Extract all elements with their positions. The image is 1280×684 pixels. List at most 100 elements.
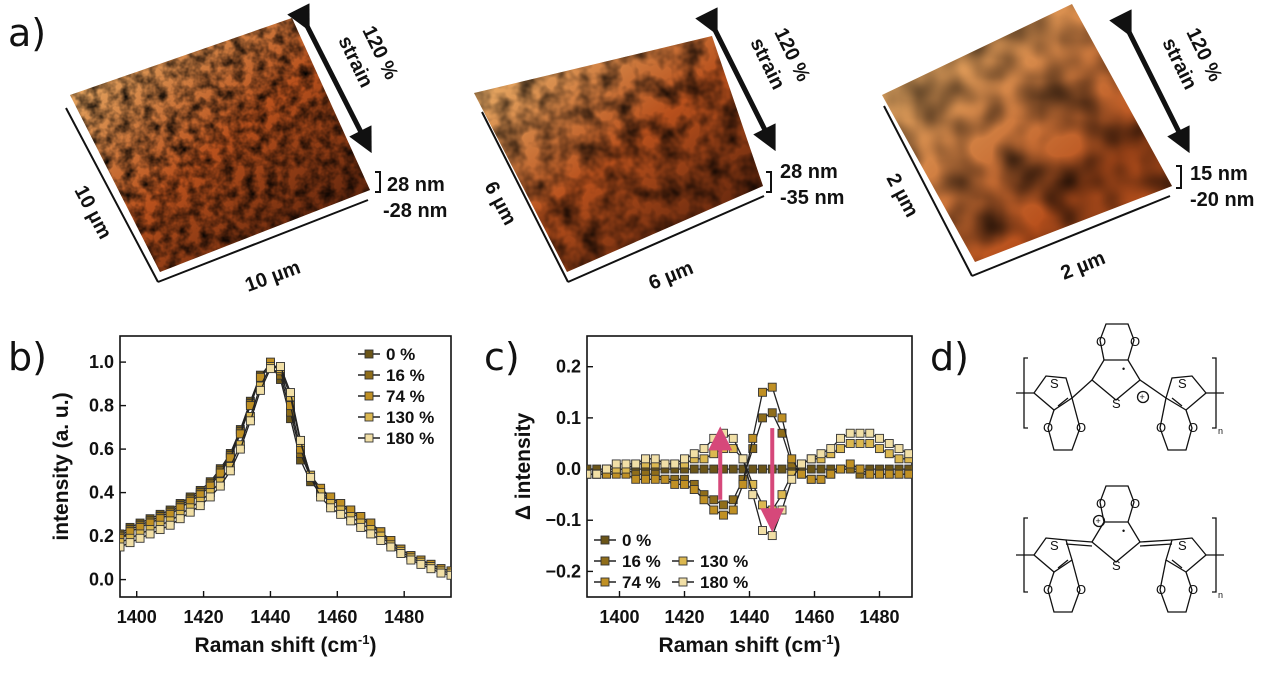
- panel-label-d: d): [930, 335, 969, 379]
- dioxane-left-bottom: [1047, 559, 1081, 613]
- data-point: [845, 459, 855, 469]
- afm-x-axis-1: [157, 199, 369, 283]
- data-point: [709, 505, 719, 515]
- data-point: [777, 505, 787, 515]
- thiophene-left-bottom: [1033, 537, 1073, 573]
- link-left-top: [1071, 379, 1093, 399]
- data-point: [865, 428, 875, 438]
- data-point: [836, 444, 845, 454]
- y-tick-label: 0.6: [89, 439, 114, 459]
- data-point: [904, 469, 912, 479]
- data-point: [826, 444, 836, 454]
- chem-structure-aromatic: [1016, 323, 1224, 451]
- legend-marker: [678, 556, 688, 566]
- data-point: [175, 514, 185, 524]
- data-point: [709, 495, 719, 505]
- y-axis-label: intensity (a. u.): [50, 392, 73, 540]
- z-min-3: -20 nm: [1190, 189, 1254, 211]
- dioxane-center-top: [1099, 323, 1135, 361]
- s-label-top-1: S: [1050, 376, 1059, 391]
- data-point: [787, 454, 797, 464]
- data-point: [719, 500, 728, 510]
- x-tick-label: 1400: [599, 607, 639, 627]
- chem-labels-bottom: S S S O O O O O O + • n: [1043, 496, 1223, 600]
- plot-area: [120, 357, 451, 580]
- charge-bottom: +: [1096, 516, 1101, 526]
- charge-circle-bottom: [1092, 514, 1106, 528]
- o-label-bottom-6: O: [1188, 582, 1198, 597]
- x-tick-label: 1440: [729, 607, 769, 627]
- o-label-bottom-2: O: [1076, 582, 1086, 597]
- data-point: [611, 459, 621, 469]
- legend-label: 180 %: [700, 573, 748, 592]
- data-point: [155, 525, 165, 535]
- data-point: [767, 382, 777, 392]
- data-point: [631, 474, 641, 484]
- data-point: [689, 464, 699, 474]
- afm-y-axis-2: [481, 111, 569, 283]
- series-line-74pct: [587, 386, 909, 516]
- data-point: [306, 472, 316, 482]
- charge-top: +: [1140, 392, 1145, 402]
- data-point: [855, 439, 865, 448]
- data-point: [816, 464, 826, 474]
- x-tick-label: 1480: [859, 607, 899, 627]
- z-max-2: 28 nm: [780, 161, 838, 183]
- legend-label: 0 %: [386, 345, 415, 364]
- data-point: [386, 542, 396, 552]
- legend-marker: [364, 349, 374, 359]
- y-tick-label: 0.1: [556, 408, 581, 428]
- data-point: [758, 413, 767, 423]
- data-point: [884, 469, 894, 479]
- legend-label: 130 %: [700, 552, 748, 571]
- legend-label: 180 %: [386, 429, 434, 448]
- x-tick-label: 1400: [117, 607, 157, 627]
- legend-marker: [364, 412, 374, 422]
- data-point: [719, 428, 728, 438]
- data-point: [855, 428, 865, 438]
- data-point: [865, 469, 875, 479]
- series-line-0pct: [120, 363, 451, 572]
- data-point: [650, 474, 660, 484]
- data-point: [602, 464, 611, 474]
- data-point: [894, 454, 904, 464]
- dioxane-right-bottom: [1159, 559, 1193, 613]
- data-point: [366, 529, 376, 539]
- data-point: [855, 464, 865, 474]
- link-right-top: [1139, 379, 1167, 399]
- afm-texture-1: [70, 18, 370, 272]
- afm-x-axis-3: [971, 195, 1171, 277]
- data-point: [120, 542, 125, 552]
- thiophene-right-bottom: [1165, 537, 1207, 573]
- data-point: [797, 469, 806, 479]
- afm-image-2: 120 % strain 28 nm -35 nm 6 µm 6 µm: [474, 7, 844, 295]
- double-bond-right-bottom: [1171, 559, 1183, 569]
- data-point: [709, 433, 719, 443]
- data-point: [777, 464, 787, 474]
- thiophene-center-top: [1091, 359, 1141, 401]
- data-point: [826, 469, 836, 479]
- data-point: [336, 509, 346, 519]
- legend-marker: [364, 370, 374, 380]
- data-point: [777, 490, 787, 500]
- legend-marker: [600, 556, 610, 566]
- thiophene-left-top: [1033, 375, 1073, 411]
- data-point: [660, 459, 670, 469]
- link-left-bottom-2: [1065, 543, 1093, 547]
- data-point: [904, 449, 912, 459]
- link-left-bottom: [1065, 539, 1093, 543]
- legend-label: 74 %: [622, 573, 661, 592]
- y-tick-label: −0.1: [545, 510, 581, 530]
- o-label-top-5: O: [1156, 420, 1166, 435]
- afm-y-size-2: 6 µm: [480, 178, 521, 229]
- data-point: [185, 507, 195, 517]
- double-bond-left-top: [1057, 397, 1069, 407]
- afm-y-axis-3: [883, 105, 973, 277]
- data-point: [728, 433, 738, 443]
- data-point: [641, 474, 650, 484]
- data-point: [650, 454, 660, 464]
- plot-area: [587, 382, 912, 541]
- x-tick-label: 1460: [317, 607, 357, 627]
- x-axis-label: Raman shift (cm-1): [659, 632, 841, 657]
